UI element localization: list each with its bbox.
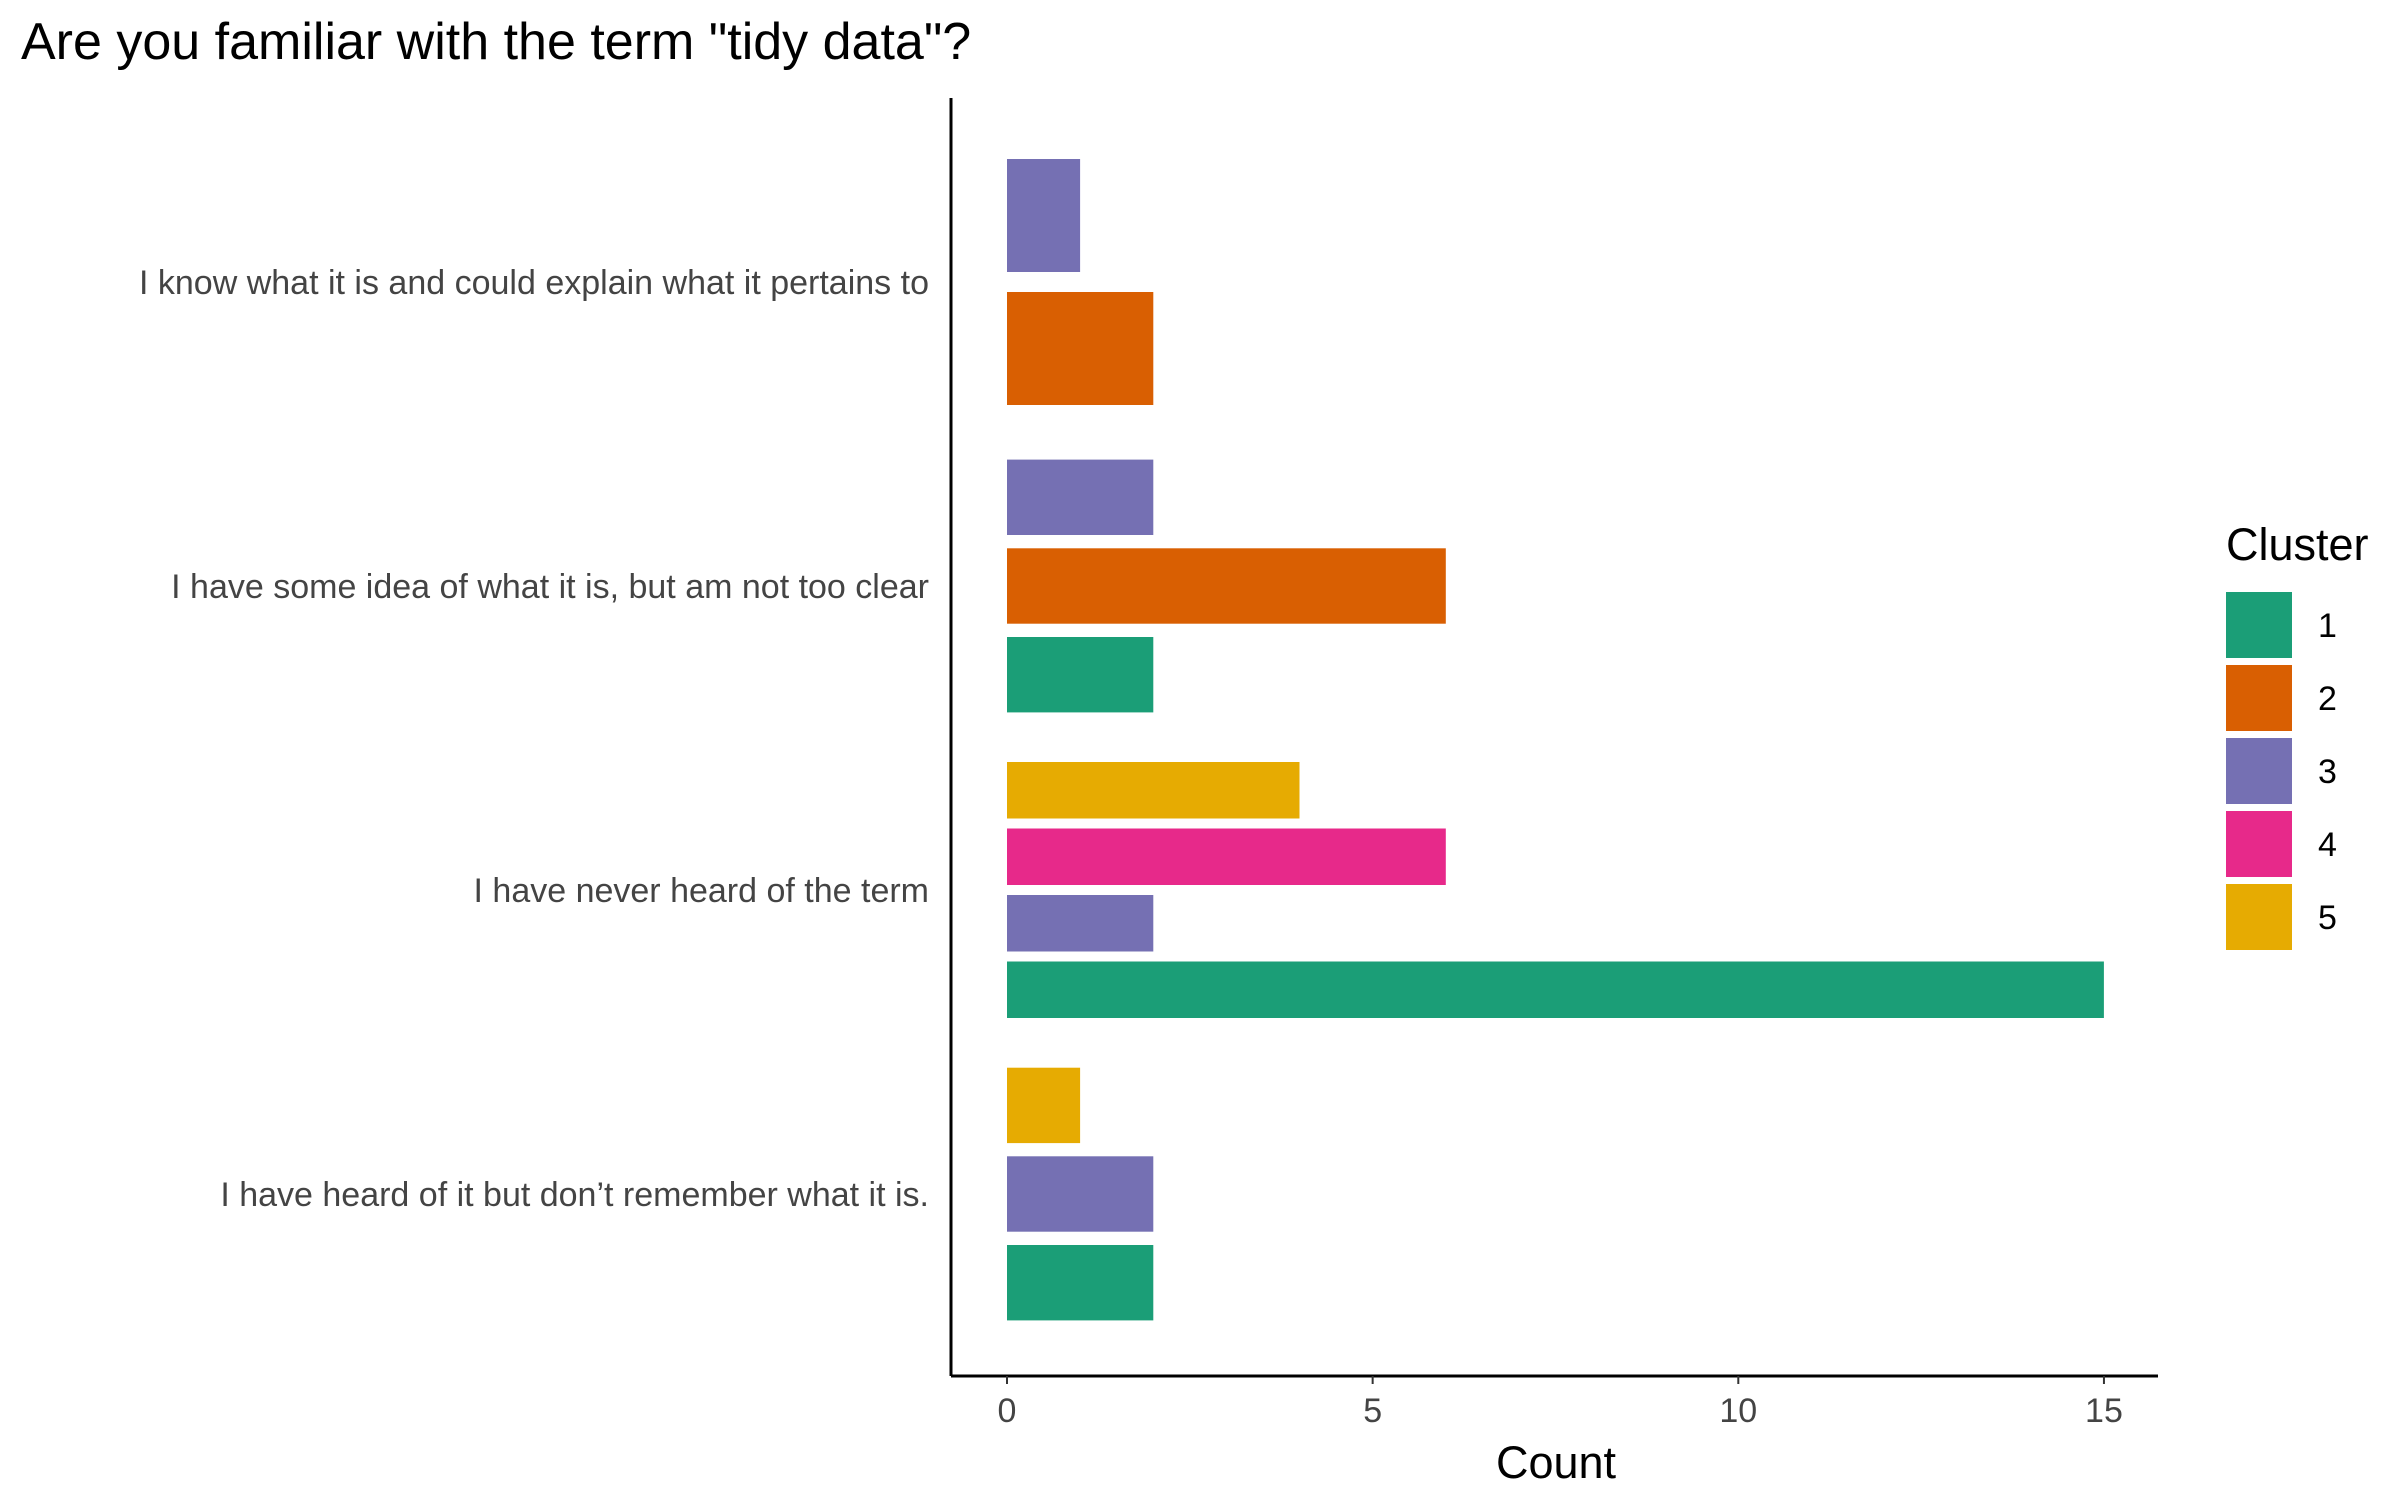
x-tick-label: 5 — [1363, 1392, 1382, 1430]
bar-cluster-3-category-3 — [1007, 895, 1154, 952]
x-tick-label: 10 — [1719, 1392, 1757, 1430]
x-tick-label: 15 — [2085, 1392, 2123, 1430]
legend-label-5: 5 — [2318, 899, 2337, 937]
legend-swatch-4 — [2226, 811, 2292, 877]
x-tick-labels: 0 5 10 15 — [998, 1376, 2123, 1430]
legend-swatch-5 — [2226, 884, 2292, 950]
legend-label-2: 2 — [2318, 680, 2337, 718]
category-label: I know what it is and could explain what… — [139, 264, 929, 302]
bar-cluster-1-category-2 — [1007, 637, 1154, 713]
chart-title: Are you familiar with the term "tidy dat… — [21, 13, 972, 71]
legend-label-4: 4 — [2318, 826, 2337, 864]
category-label: I have some idea of what it is, but am n… — [171, 568, 929, 606]
category-labels: I know what it is and could explain what… — [139, 264, 929, 1214]
legend-label-3: 3 — [2318, 753, 2337, 791]
category-label: I have never heard of the term — [474, 872, 929, 910]
legend-swatch-1 — [2226, 592, 2292, 658]
legend-swatch-3 — [2226, 738, 2292, 804]
bar-cluster-2-category-1 — [1007, 292, 1154, 405]
bar-cluster-5-category-4 — [1007, 1067, 1081, 1144]
legend: Cluster 1 2 3 4 5 — [2226, 519, 2369, 950]
bar-cluster-1-category-3 — [1007, 961, 2104, 1018]
category-label: I have heard of it but don’t remember wh… — [220, 1176, 929, 1214]
bar-cluster-3-category-4 — [1007, 1156, 1154, 1232]
bar-cluster-2-category-2 — [1007, 548, 1446, 624]
bar-cluster-1-category-4 — [1007, 1245, 1154, 1321]
legend-title: Cluster — [2226, 519, 2369, 570]
legend-swatch-2 — [2226, 665, 2292, 731]
bar-cluster-5-category-3 — [1007, 762, 1300, 819]
bar-cluster-3-category-2 — [1007, 459, 1154, 535]
x-axis-title: Count — [1496, 1437, 1617, 1488]
bar-cluster-3-category-1 — [1007, 159, 1081, 272]
x-tick-label: 0 — [998, 1392, 1017, 1430]
bar-cluster-4-category-3 — [1007, 828, 1446, 885]
bars-group — [1007, 159, 2104, 1321]
legend-label-1: 1 — [2318, 607, 2337, 645]
